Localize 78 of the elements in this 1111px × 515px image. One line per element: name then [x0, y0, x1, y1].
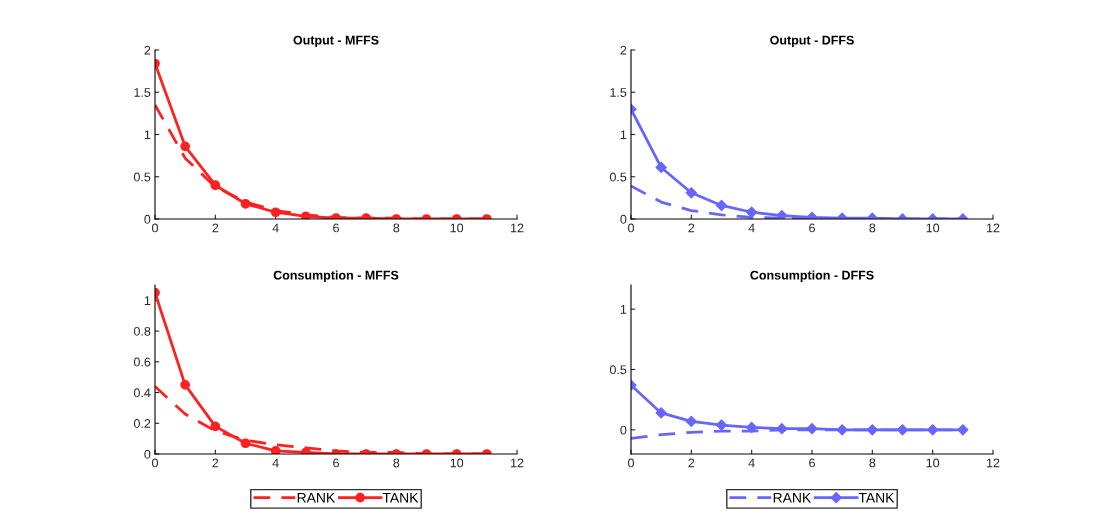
x-tick-label: 10: [450, 223, 464, 233]
x-tick-label: 8: [393, 223, 400, 233]
x-tick-label: 8: [869, 458, 876, 468]
x-tick-label: 12: [511, 458, 524, 468]
point: [180, 141, 191, 152]
point: [655, 161, 667, 174]
y-tick-label: 2: [620, 45, 627, 55]
point: [210, 180, 221, 191]
x-tick-label: 6: [333, 458, 339, 468]
legend-label: TANK: [382, 492, 419, 503]
point: [927, 424, 939, 436]
y-tick-label: 1: [144, 296, 151, 305]
y-tick-label: 1: [620, 305, 627, 314]
chart-title: Output - DFFS: [770, 35, 854, 48]
point: [776, 423, 788, 435]
x-tick-label: 0: [628, 223, 634, 233]
x-tick-label: 4: [272, 458, 279, 468]
point: [746, 206, 758, 218]
point: [715, 199, 728, 212]
legend-label: TANK: [858, 492, 895, 503]
legend-label: RANK: [297, 492, 336, 503]
x-tick-label: 6: [333, 223, 339, 233]
y-tick-label: 0.8: [133, 326, 151, 336]
y-tick-label: 0.6: [133, 357, 151, 367]
y-tick-label: 0.5: [133, 172, 151, 182]
x-tick-label: 12: [511, 223, 524, 233]
y-tick-label: 1: [144, 130, 151, 140]
y-tick-label: 1: [620, 130, 627, 140]
y-tick-label: 0: [620, 425, 627, 435]
point: [655, 407, 667, 419]
y-tick-label: 0: [620, 214, 627, 224]
chart-title: Consumption - DFFS: [750, 270, 874, 283]
point: [685, 187, 697, 199]
x-tick-label: 6: [809, 223, 815, 233]
x-tick-label: 10: [926, 458, 940, 468]
x-tick-label: 2: [688, 458, 695, 468]
y-tick-label: 0: [144, 449, 151, 459]
x-tick-label: 6: [809, 458, 815, 468]
y-tick-label: 2: [144, 45, 151, 55]
point: [896, 424, 909, 436]
chart-title: Consumption - MFFS: [273, 270, 399, 283]
point: [180, 380, 191, 390]
x-tick-label: 0: [152, 223, 158, 233]
x-tick-label: 12: [987, 458, 1000, 468]
point: [866, 424, 878, 436]
point: [270, 446, 281, 454]
x-tick-label: 4: [748, 458, 755, 468]
x-tick-label: 2: [212, 223, 219, 233]
x-tick-label: 2: [212, 458, 219, 468]
point: [300, 211, 311, 219]
y-tick-label: 0: [144, 214, 151, 224]
y-tick-label: 1.5: [610, 88, 627, 97]
point: [685, 415, 697, 428]
point: [240, 198, 251, 209]
y-tick-label: 0.2: [133, 419, 151, 428]
x-tick-label: 8: [393, 458, 400, 468]
x-tick-label: 4: [272, 223, 279, 233]
point: [715, 419, 728, 431]
x-tick-label: 12: [987, 223, 1000, 233]
point: [806, 423, 818, 435]
chart-title: Output - MFFS: [293, 35, 379, 48]
y-tick-label: 0.5: [609, 172, 627, 182]
y-tick-label: 0.5: [609, 365, 627, 375]
point: [746, 421, 758, 434]
x-tick-label: 0: [152, 458, 158, 468]
y-tick-label: 0.4: [133, 388, 151, 398]
point: [836, 424, 848, 436]
x-tick-label: 4: [748, 223, 755, 233]
x-tick-label: 2: [688, 223, 695, 233]
point: [957, 424, 969, 436]
x-tick-label: 0: [628, 458, 634, 468]
x-tick-label: 8: [869, 223, 876, 233]
x-tick-label: 10: [926, 223, 940, 233]
y-tick-label: 1.5: [134, 88, 151, 97]
point: [776, 210, 788, 219]
legend-label: RANK: [773, 492, 812, 503]
point: [210, 421, 221, 432]
x-tick-label: 10: [450, 458, 464, 468]
